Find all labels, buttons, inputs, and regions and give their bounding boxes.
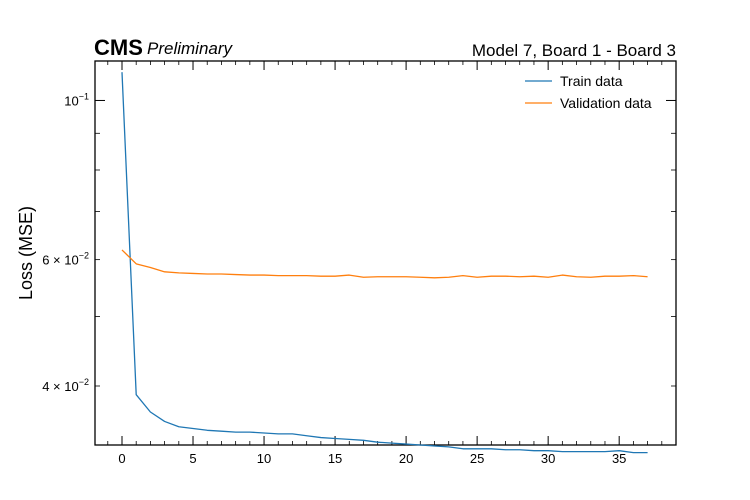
- ticks-layer: 0 5 10 15 20 25 30 35 10−1 6 × 10−2 4 × 10−2: [42, 61, 676, 466]
- legend-label-validation: Validation data: [560, 95, 652, 111]
- y-tick-label: 10−1: [64, 91, 89, 108]
- y-axis-label: Loss (MSE): [16, 206, 36, 300]
- plot-area: [94, 60, 677, 446]
- x-tick-label: 0: [118, 451, 125, 466]
- y-tick-label: 4 × 10−2: [42, 377, 89, 394]
- validation-data-line: [121, 249, 648, 279]
- legend-label-train: Train data: [560, 73, 623, 89]
- x-tick-label: 10: [257, 451, 271, 466]
- chart-title: Model 7, Board 1 - Board 3: [472, 41, 676, 60]
- train-data-line: [121, 72, 648, 454]
- legend: Train data Validation data: [525, 73, 652, 111]
- x-tick-label: 25: [470, 451, 484, 466]
- preliminary-label: Preliminary: [147, 39, 234, 58]
- series-layer: [121, 72, 648, 454]
- cms-label: CMS: [94, 35, 143, 60]
- x-tick-label: 15: [328, 451, 342, 466]
- y-tick-label: 6 × 10−2: [42, 251, 89, 268]
- x-tick-label: 20: [399, 451, 413, 466]
- x-tick-label: 30: [541, 451, 555, 466]
- x-tick-label: 35: [612, 451, 626, 466]
- x-tick-label: 5: [189, 451, 196, 466]
